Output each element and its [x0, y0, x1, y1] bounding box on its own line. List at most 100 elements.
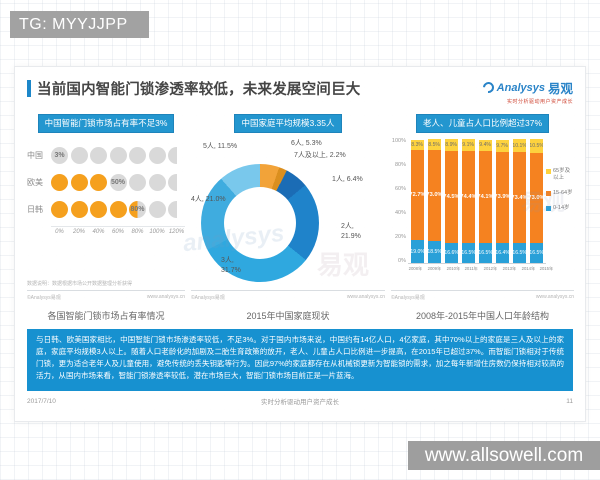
bubble-value-label: 3%: [54, 152, 65, 160]
report-slide: 当前国内智能门锁渗透率较低，未来发展空间巨大 Analysys 易观 实时分析驱…: [14, 66, 586, 422]
bubble-circle: [70, 201, 88, 219]
bar-chart-footer: ©Analysys易观 www.analysys.cn 2008年-2015年中…: [391, 287, 574, 322]
bar-segment: 73.0%: [530, 152, 543, 244]
bar-segment: 16.5%: [479, 243, 492, 264]
bar-column: 16.6%74.5%8.9%: [445, 139, 458, 264]
bubble-circle: [90, 174, 107, 192]
bars-area: 100%80%60%40%20%0% 19.0%72.7%8.3%18.5%73…: [391, 138, 574, 265]
bar-segment: 9.7%: [496, 139, 509, 152]
bar-plot: 19.0%72.7%8.3%18.5%73.0%8.5%16.6%74.5%8.…: [408, 138, 546, 265]
analysys-swirl-icon: [480, 79, 496, 96]
legend-label: 0-14岁: [553, 205, 570, 212]
bubble-x-tick: 0%: [55, 229, 64, 236]
bubble-value-label: 50%: [110, 179, 125, 187]
divider: [27, 290, 185, 291]
donut-chart: 中国家庭平均规模3.35人 6人, 5.3% 7人及以上, 2.2% 1人, 6.4…: [191, 114, 385, 322]
title-accent-bar: [27, 80, 31, 97]
divider: [391, 290, 574, 291]
bubble-circle: [129, 174, 146, 192]
bar-x-tick: 2010年: [446, 266, 460, 272]
stacked-bar-chart: 老人、儿童占人口比例超过37% 100% 80% 60% 40% 20% 0% 19.0%…: [391, 114, 574, 322]
bar-segment: 8.3%: [411, 139, 424, 150]
bubble-row-label: 中国: [27, 151, 43, 161]
legend-item: 0-14岁: [546, 205, 574, 212]
bar-y-tick: 40%: [394, 210, 406, 217]
bubble-x-tick: 80%: [131, 229, 144, 236]
bar-y-tick: 60%: [394, 186, 406, 193]
bar-x-tick: 2015年: [540, 266, 554, 272]
donut-chart-title: 中国家庭平均规模3.35人: [234, 114, 342, 134]
bar-column: 16.5%74.1%9.4%: [479, 139, 492, 264]
bar-chart-caption: 2008年-2015年中国人口年龄结构: [415, 311, 550, 321]
site-text: www.analysys.cn: [146, 294, 185, 300]
donut-label: 5人, 11.5%: [203, 143, 238, 151]
bar-segment: 72.7%: [411, 149, 424, 240]
legend-swatch: [546, 169, 551, 175]
donut-label: 1人, 6.4%: [332, 176, 363, 184]
bar-x-tick: 2012年: [483, 266, 498, 272]
bubble-circle: [148, 174, 166, 192]
donut-chart-footer: ©Analysys易观 www.analysys.cn 2015年中国家庭现状: [191, 287, 385, 322]
bar-x-tick: 2008年: [408, 266, 423, 272]
copyright-row: ©Analysys易观 www.analysys.cn: [27, 294, 185, 301]
bar-segment: 8.5%: [428, 139, 441, 151]
bar-y-tick: 20%: [394, 234, 406, 241]
footer-date: 2017/7/10: [27, 397, 56, 405]
slide-title: 当前国内智能门锁渗透率较低，未来发展空间巨大: [37, 82, 361, 98]
bubble-x-tick: 40%: [92, 229, 105, 236]
bar-x-tick: 2009年: [427, 266, 442, 272]
bar-segment: 73.9%: [496, 151, 509, 244]
bar-y-axis: 100% 80% 60% 40% 20% 0%: [391, 138, 408, 264]
bubble-circle: [90, 147, 107, 165]
bar-segment: 18.5%: [428, 240, 441, 264]
donut-label: 7人及以上, 2.2%: [294, 152, 346, 160]
bar-segment: 16.6%: [445, 242, 458, 264]
copyright-row: ©Analysys易观 www.analysys.cn: [191, 294, 385, 301]
bar-segment: 9.1%: [462, 139, 475, 151]
bubble-row: 日韩 80%: [27, 196, 185, 223]
logo-tagline: 实时分析驱动用户资产成长: [506, 99, 573, 105]
bubble-row-label: 日韩: [27, 205, 43, 215]
bubble-x-tick: 120%: [168, 229, 185, 236]
legend-swatch: [546, 191, 551, 197]
bubble-x-tick: 60%: [111, 229, 124, 236]
legend-swatch: [546, 206, 551, 212]
bar-segment: 19.0%: [411, 239, 424, 264]
bar-y-tick: 80%: [394, 162, 406, 169]
bar-segment: 16.5%: [513, 243, 526, 264]
legend-item: 15-64岁: [546, 190, 574, 197]
title-wrap: 当前国内智能门锁渗透率较低，未来发展空间巨大: [27, 78, 360, 99]
bubble-circle: [70, 147, 88, 165]
bubble-circles: 80%: [51, 201, 177, 219]
bubble-circle: [168, 147, 177, 165]
bar-x-axis: 2008年 2009年 2010年 2011年 2012年 2013年 2014年 2015年: [391, 264, 574, 272]
bar-x-tick: 2011年: [465, 266, 479, 272]
bubble-circle: [90, 201, 107, 219]
bubble-x-tick: 100%: [149, 229, 165, 236]
bar-column: 18.5%73.0%8.5%: [428, 139, 441, 264]
bar-segment: 16.5%: [462, 243, 475, 264]
bar-segment: 74.4%: [462, 150, 475, 244]
bubble-x-tick: 20%: [72, 229, 85, 236]
bubble-circles: 50%: [51, 174, 177, 192]
bar-segment: 74.5%: [445, 150, 458, 243]
bar-segment: 16.4%: [496, 243, 509, 264]
bar-column: 19.0%72.7%8.3%: [411, 139, 424, 264]
bubble-circle: [148, 201, 166, 219]
copyright-text: ©Analysys易观: [391, 295, 425, 301]
logo-brand-en: Analysys: [496, 81, 545, 94]
bubble-circle: [168, 174, 177, 192]
bar-legend: 65岁及以上 15-64岁 0-14岁: [546, 138, 574, 264]
bubble-circle: 3%: [51, 147, 68, 165]
bubble-circle: 80%: [129, 201, 146, 219]
bubble-circles: 3%: [51, 147, 177, 165]
bubble-chart: 中国智能门锁市场占有率不足3% 中国 3% 欧美 50% 日韩 80% 0% 20% 40% 6…: [27, 114, 185, 322]
bubble-circle: [109, 147, 127, 165]
telegram-watermark-banner: TG: MYYJJPP: [10, 11, 149, 38]
donut-ring: [201, 164, 319, 283]
summary-text-box: 与日韩、欧美国家相比，中国智能门锁市场渗透率较低，不足3%。对于国内市场来说，中…: [27, 329, 573, 391]
legend-item: 65岁及以上: [546, 168, 574, 182]
donut-wrap: 6人, 5.3% 7人及以上, 2.2% 1人, 6.4% 2人, 21.9% 3人, 31…: [191, 138, 385, 287]
copyright-text: ©Analysys易观: [191, 295, 225, 301]
donut-label: 2人, 21.9%: [341, 223, 361, 240]
